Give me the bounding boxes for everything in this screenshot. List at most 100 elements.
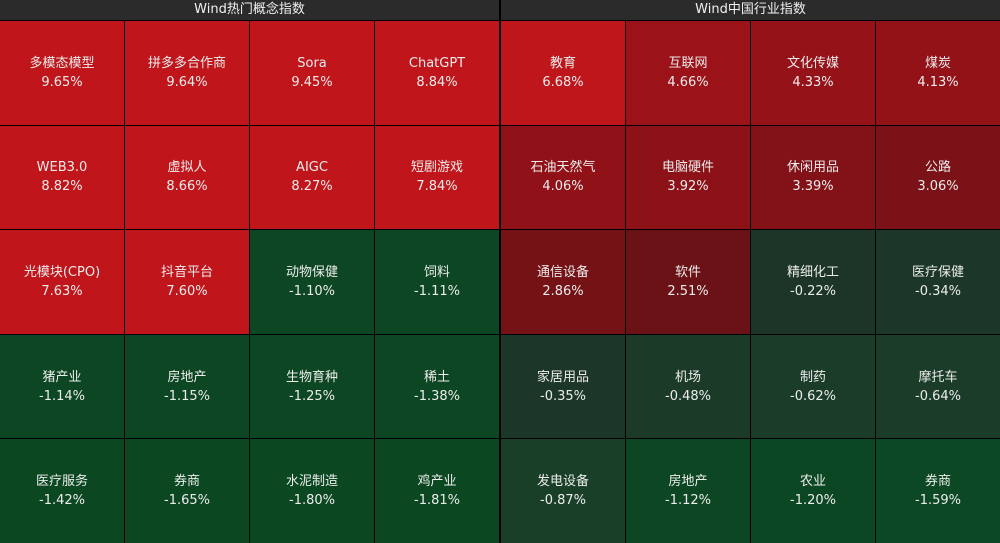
tile-change: -1.10% <box>289 283 335 299</box>
tile-name: 房地产 <box>167 369 207 385</box>
tile-change: -1.80% <box>289 493 335 509</box>
tile-change: 2.86% <box>542 283 584 299</box>
panel-title: Wind中国行业指数 <box>501 0 1000 21</box>
tile-name: 拼多多合作商 <box>147 55 226 71</box>
tile-name: 水泥制造 <box>285 474 338 490</box>
tile-name: 教育 <box>549 55 576 71</box>
tile-change: 7.60% <box>166 283 208 299</box>
tile-change: 9.64% <box>166 74 208 90</box>
tile: 光模块(CPO) 7.63% <box>0 230 124 334</box>
tile: 家居用品 -0.35% <box>501 334 625 439</box>
tile: 农业 -1.20% <box>751 439 875 543</box>
tile-name: 鸡产业 <box>417 474 457 490</box>
tile-change: 8.66% <box>166 179 208 195</box>
tile: 教育 6.68% <box>501 21 625 125</box>
tile-name: 猪产业 <box>42 369 82 385</box>
tile-name: 精细化工 <box>786 264 839 280</box>
tile-change: -1.38% <box>414 388 460 404</box>
tile: 精细化工 -0.22% <box>751 230 875 334</box>
tile-name: AIGC <box>296 160 328 176</box>
tile-name: 券商 <box>173 474 200 490</box>
panel-title: Wind热门概念指数 <box>0 0 499 21</box>
tile-name: 稀土 <box>423 369 450 385</box>
tile: 券商 -1.59% <box>876 439 1000 543</box>
tile-change: 3.39% <box>792 179 834 195</box>
tile-change: 4.06% <box>542 179 584 195</box>
tile-name: 公路 <box>924 160 951 176</box>
tile-name: 发电设备 <box>536 474 589 490</box>
tile: 抖音平台 7.60% <box>125 230 249 334</box>
tile-change: -1.81% <box>414 493 460 509</box>
tile: 摩托车 -0.64% <box>876 334 1000 439</box>
tile-name: 生物育种 <box>285 369 338 385</box>
tile-name: 家居用品 <box>536 369 589 385</box>
panel: Wind热门概念指数 多模态模型 9.65% 拼多多合作商 9.64% Sora 9.45%… <box>0 0 499 543</box>
tile-name: 休闲用品 <box>786 160 839 176</box>
tile-change: 4.33% <box>792 74 834 90</box>
tile: 电脑硬件 3.92% <box>626 125 750 230</box>
tile-name: 抖音平台 <box>160 264 213 280</box>
tile: 休闲用品 3.39% <box>751 125 875 230</box>
tile-name: 煤炭 <box>924 55 951 71</box>
tile-change: -0.34% <box>915 283 961 299</box>
tile-change: -1.14% <box>39 388 85 404</box>
tile: 稀土 -1.38% <box>375 334 499 439</box>
tile: 公路 3.06% <box>876 125 1000 230</box>
tile-name: Sora <box>297 55 327 71</box>
tile-change: -0.48% <box>665 388 711 404</box>
tile: 水泥制造 -1.80% <box>250 439 374 543</box>
tile: 制药 -0.62% <box>751 334 875 439</box>
tile-name: 医疗保健 <box>911 264 964 280</box>
tile: AIGC 8.27% <box>250 125 374 230</box>
tile-grid: 教育 6.68% 互联网 4.66% 文化传媒 4.33% 煤炭 4.13% 石油天然气 4.06… <box>501 21 1000 543</box>
tile-change: 4.13% <box>917 74 959 90</box>
tile-change: 3.06% <box>917 179 959 195</box>
tile-change: -0.22% <box>790 283 836 299</box>
tile: 短剧游戏 7.84% <box>375 125 499 230</box>
tile-name: 摩托车 <box>918 369 958 385</box>
tile: 通信设备 2.86% <box>501 230 625 334</box>
tile: 房地产 -1.15% <box>125 334 249 439</box>
tile: ChatGPT 8.84% <box>375 21 499 125</box>
tile: 生物育种 -1.25% <box>250 334 374 439</box>
tile-change: 7.84% <box>416 179 458 195</box>
tile-name: 通信设备 <box>536 264 589 280</box>
tile-change: -1.25% <box>289 388 335 404</box>
tile-grid: 多模态模型 9.65% 拼多多合作商 9.64% Sora 9.45% ChatGPT 8.8… <box>0 21 499 543</box>
tile-change: -0.62% <box>790 388 836 404</box>
tile: 拼多多合作商 9.64% <box>125 21 249 125</box>
tile-change: 8.82% <box>41 179 83 195</box>
tile-name: 虚拟人 <box>167 160 207 176</box>
tile-change: 7.63% <box>41 283 83 299</box>
tile: 石油天然气 4.06% <box>501 125 625 230</box>
tile-change: 8.84% <box>416 74 458 90</box>
tile: 猪产业 -1.14% <box>0 334 124 439</box>
tile-name: 多模态模型 <box>29 55 95 71</box>
tile-change: -1.42% <box>39 493 85 509</box>
tile-name: 制药 <box>799 369 826 385</box>
tile: 文化传媒 4.33% <box>751 21 875 125</box>
tile-change: -1.11% <box>414 283 460 299</box>
tile-change: -1.15% <box>164 388 210 404</box>
tile-change: 6.68% <box>542 74 584 90</box>
tile: WEB3.0 8.82% <box>0 125 124 230</box>
tile-name: 饲料 <box>423 264 450 280</box>
tile-change: 4.66% <box>667 74 709 90</box>
tile-change: 8.27% <box>291 179 333 195</box>
tile-name: 房地产 <box>668 474 708 490</box>
tile-name: ChatGPT <box>408 55 466 71</box>
tile: 动物保健 -1.10% <box>250 230 374 334</box>
tile-change: -0.87% <box>540 493 586 509</box>
tile-name: 机场 <box>674 369 701 385</box>
tile: 互联网 4.66% <box>626 21 750 125</box>
tile-change: -0.35% <box>540 388 586 404</box>
tile-name: 互联网 <box>668 55 708 71</box>
tile-name: 农业 <box>799 474 826 490</box>
tile-change: -1.65% <box>164 493 210 509</box>
panel: Wind中国行业指数教育 6.68% 互联网 4.66% 文化传媒 4.33% 煤炭 4.13… <box>501 0 1000 543</box>
tile-name: 券商 <box>924 474 951 490</box>
tile-name: 动物保健 <box>285 264 338 280</box>
tile-name: 软件 <box>674 264 701 280</box>
tile-name: 光模块(CPO) <box>23 264 101 280</box>
